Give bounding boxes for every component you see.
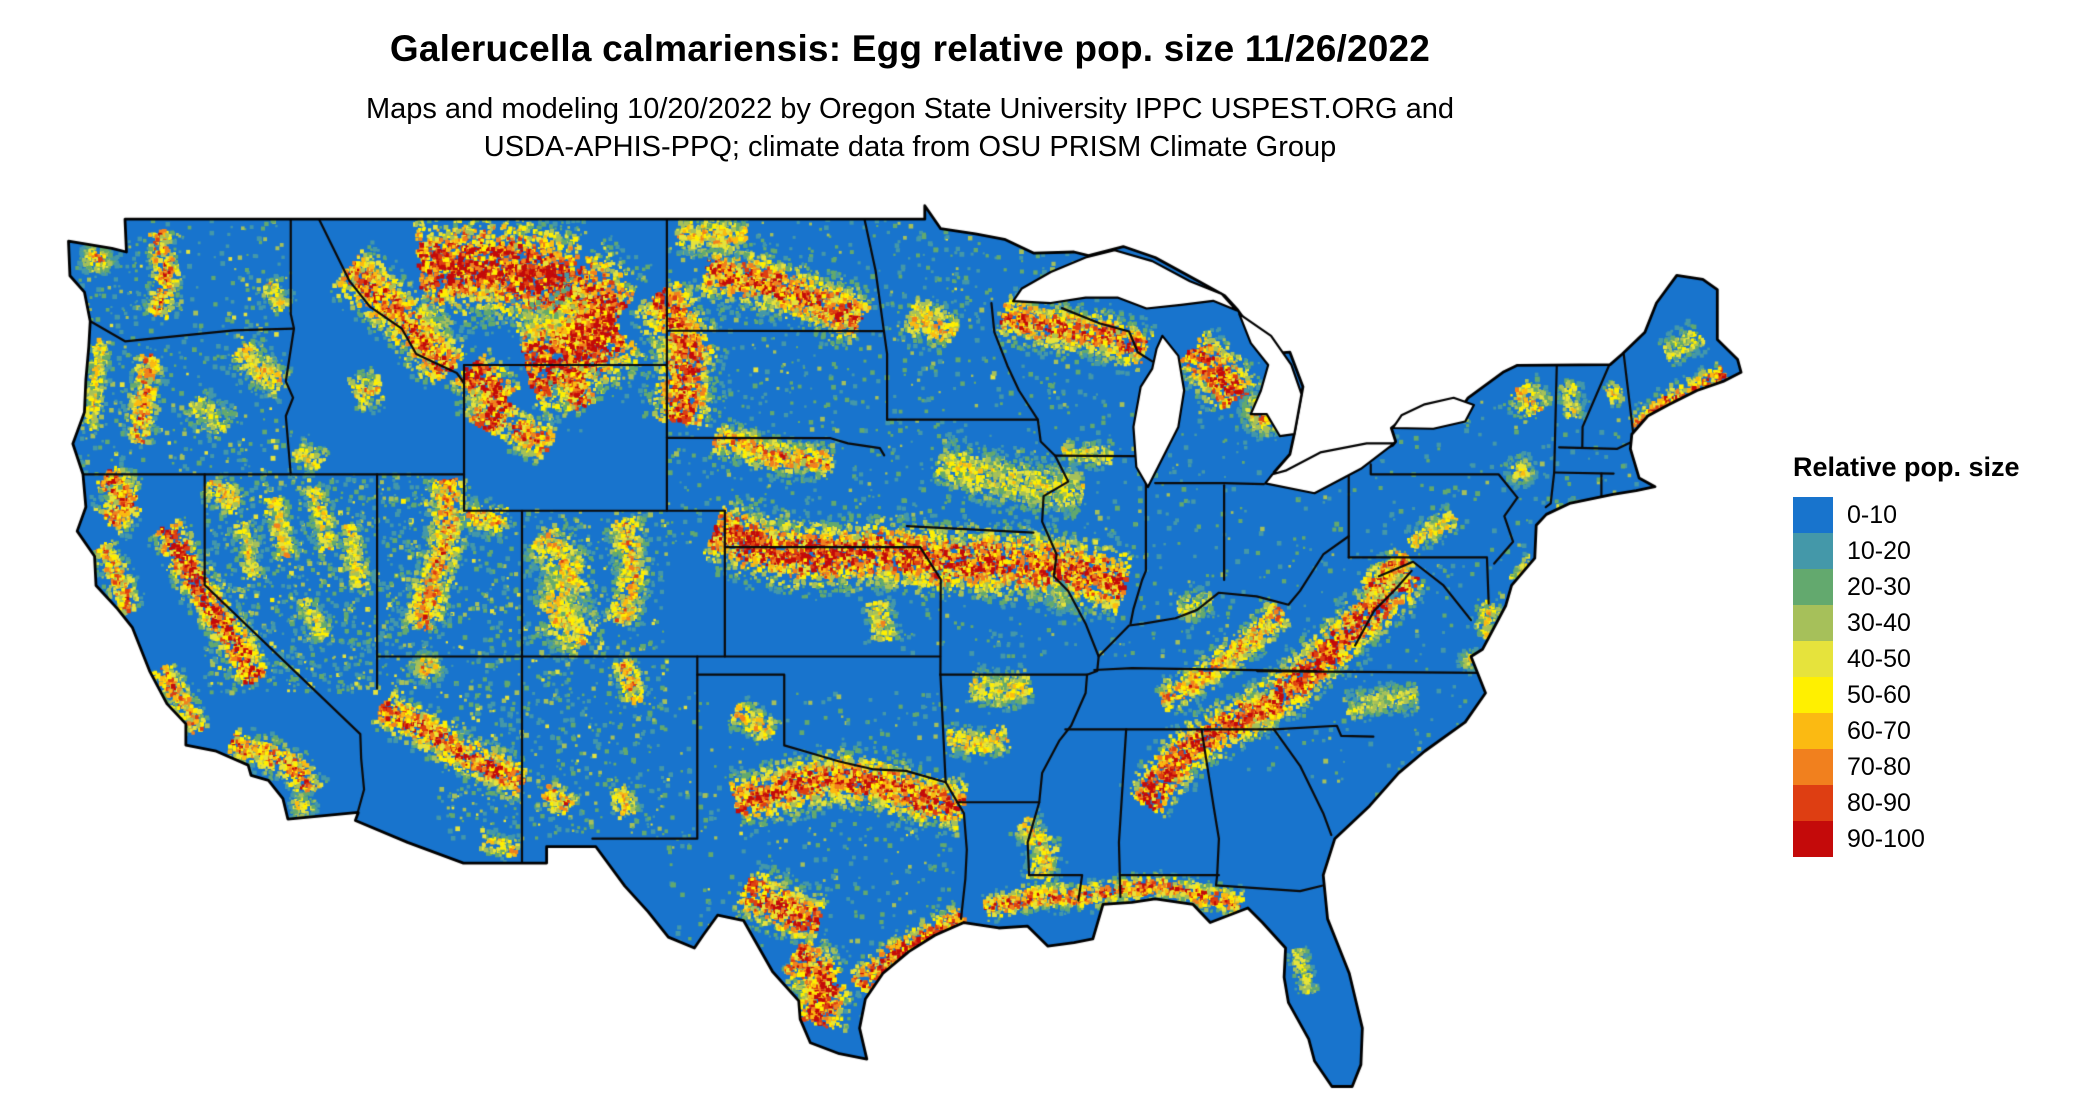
legend-label: 30-40: [1847, 608, 1911, 637]
legend-row: 20-30: [1793, 569, 2093, 605]
subtitle-line-2: USDA-APHIS-PPQ; climate data from OSU PR…: [483, 131, 1337, 163]
legend-label: 80-90: [1847, 788, 1911, 817]
legend-label: 20-30: [1847, 572, 1911, 601]
legend-row: 50-60: [1793, 677, 2093, 713]
legend-swatch: [1793, 713, 1833, 749]
legend-swatch: [1793, 569, 1833, 605]
legend-rows: 0-10 10-20 20-30 30-40 40-50 50-60 60-70 70-80 8…: [1793, 497, 2093, 857]
legend-swatch: [1793, 749, 1833, 785]
legend-swatch: [1793, 605, 1833, 641]
legend-row: 10-20: [1793, 533, 2093, 569]
us-choropleth-map-canvas: [54, 201, 1755, 1112]
legend-row: 60-70: [1793, 713, 2093, 749]
legend-row: 90-100: [1793, 821, 2093, 857]
legend-row: 80-90: [1793, 785, 2093, 821]
legend-label: 50-60: [1847, 680, 1911, 709]
legend-label: 60-70: [1847, 716, 1911, 745]
legend-row: 30-40: [1793, 605, 2093, 641]
legend-label: 40-50: [1847, 644, 1911, 673]
legend-label: 10-20: [1847, 536, 1911, 565]
legend-row: 0-10: [1793, 497, 2093, 533]
legend-swatch: [1793, 677, 1833, 713]
legend-swatch: [1793, 533, 1833, 569]
legend-label: 90-100: [1847, 824, 1925, 853]
subtitle-line-1: Maps and modeling 10/20/2022 by Oregon S…: [365, 93, 1455, 125]
legend-label: 70-80: [1847, 752, 1911, 781]
legend-swatch: [1793, 497, 1833, 533]
legend-swatch: [1793, 641, 1833, 677]
legend-row: 70-80: [1793, 749, 2093, 785]
map-subtitle: Maps and modeling 10/20/2022 by Oregon S…: [0, 90, 1820, 166]
legend-swatch: [1793, 785, 1833, 821]
legend-swatch: [1793, 821, 1833, 857]
legend: Relative pop. size 0-10 10-20 20-30 30-40 40…: [1793, 452, 2093, 857]
legend-title: Relative pop. size: [1793, 452, 2020, 482]
legend-label: 0-10: [1847, 500, 1898, 529]
legend-row: 40-50: [1793, 641, 2093, 677]
map-title: Galerucella calmariensis: Egg relative p…: [389, 28, 1431, 69]
